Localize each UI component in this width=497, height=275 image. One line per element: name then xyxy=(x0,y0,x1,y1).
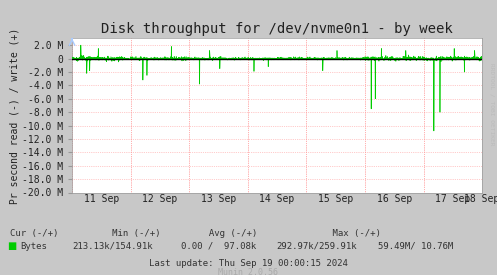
Text: Bytes: Bytes xyxy=(20,242,47,251)
Text: Cur (-/+)          Min (-/+)         Avg (-/+)              Max (-/+): Cur (-/+) Min (-/+) Avg (-/+) Max (-/+) xyxy=(10,229,381,238)
Text: 12 Sep: 12 Sep xyxy=(142,194,177,204)
Text: RRDTOOL / TOBI OETIKER: RRDTOOL / TOBI OETIKER xyxy=(490,63,495,146)
Text: 16 Sep: 16 Sep xyxy=(377,194,412,204)
Text: Munin 2.0.56: Munin 2.0.56 xyxy=(219,268,278,275)
Text: 18 Sep: 18 Sep xyxy=(465,194,497,204)
Text: 11 Sep: 11 Sep xyxy=(83,194,119,204)
Text: 292.97k/259.91k: 292.97k/259.91k xyxy=(276,242,356,251)
Text: ■: ■ xyxy=(7,241,17,251)
Text: 14 Sep: 14 Sep xyxy=(259,194,295,204)
Text: 13 Sep: 13 Sep xyxy=(201,194,236,204)
Text: 213.13k/154.91k: 213.13k/154.91k xyxy=(72,242,153,251)
Y-axis label: Pr second read (-) / write (+): Pr second read (-) / write (+) xyxy=(9,28,19,204)
Text: 0.00 /  97.08k: 0.00 / 97.08k xyxy=(181,242,256,251)
Text: Last update: Thu Sep 19 00:00:15 2024: Last update: Thu Sep 19 00:00:15 2024 xyxy=(149,259,348,268)
Text: 59.49M/ 10.76M: 59.49M/ 10.76M xyxy=(378,242,453,251)
Text: 17 Sep: 17 Sep xyxy=(435,194,471,204)
Title: Disk throughput for /dev/nvme0n1 - by week: Disk throughput for /dev/nvme0n1 - by we… xyxy=(101,22,453,36)
Text: 15 Sep: 15 Sep xyxy=(318,194,353,204)
